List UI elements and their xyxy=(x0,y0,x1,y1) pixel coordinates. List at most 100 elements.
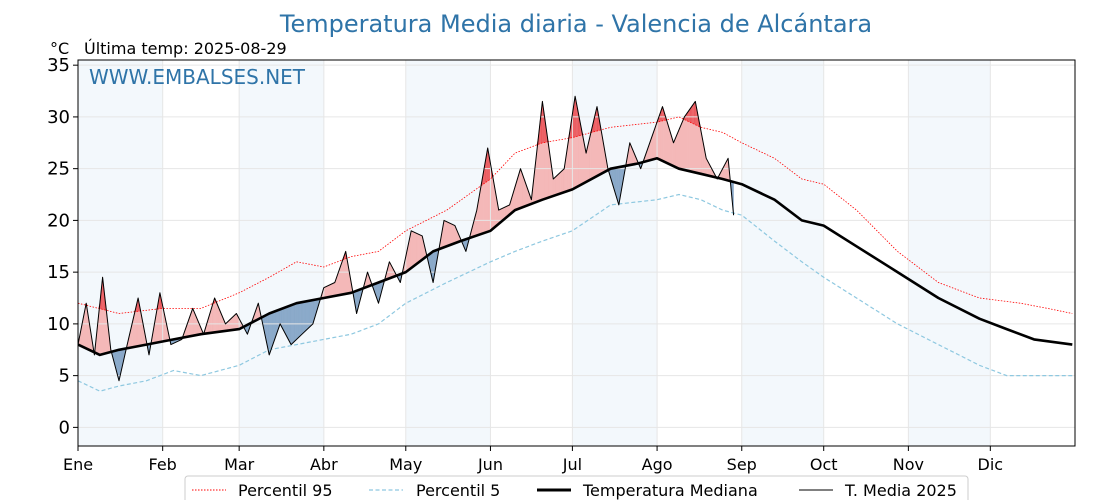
fill-below-median xyxy=(286,306,289,340)
fill-above-median xyxy=(412,231,415,268)
fill-above-median xyxy=(415,232,417,266)
y-axis: 0 5 10 15 20 25 30 35 xyxy=(47,55,78,438)
y-tick-label-25: 25 xyxy=(47,159,70,180)
fill-below-median xyxy=(282,307,285,332)
fill-below-median xyxy=(289,304,292,345)
y-tick-label-20: 20 xyxy=(47,210,70,231)
y-tick-label-30: 30 xyxy=(47,107,70,128)
fill-above-median xyxy=(411,230,413,269)
watermark: WWW.EMBALSES.NET xyxy=(89,65,306,89)
fill-above-median xyxy=(673,139,676,168)
fill-above-median xyxy=(417,233,420,264)
month-band-jul xyxy=(572,60,658,446)
y-tick-label-35: 35 xyxy=(47,55,70,76)
fill-above-median xyxy=(553,177,555,197)
fill-above-median xyxy=(554,175,557,196)
fill-above-median xyxy=(419,234,422,263)
fill-below-median xyxy=(311,299,314,326)
fill-above-median xyxy=(685,112,688,171)
fill-above-median xyxy=(680,123,682,170)
fill-above-p95 xyxy=(692,102,695,125)
legend-label-mediana: Temperatura Mediana xyxy=(582,481,758,500)
fill-above-median xyxy=(681,120,684,170)
fill-above-median xyxy=(557,173,559,195)
legend: Percentil 95 Percentil 5 Temperatura Med… xyxy=(184,475,969,500)
y-tick-label-15: 15 xyxy=(47,262,70,283)
legend-label-percentil-5: Percentil 5 xyxy=(416,481,500,500)
fill-below-median xyxy=(269,312,271,355)
fill-above-median xyxy=(447,222,450,247)
fill-below-median xyxy=(290,304,293,346)
fill-below-median xyxy=(293,303,296,343)
x-tick-label-ene: Ene xyxy=(63,455,93,474)
fill-above-median xyxy=(665,115,667,164)
legend-label-percentil-95: Percentil 95 xyxy=(238,481,333,500)
legend-item-percentil-95: Percentil 95 xyxy=(192,481,333,500)
legend-label-media-2025: T. Media 2025 xyxy=(844,481,957,500)
series-line-mediana xyxy=(77,157,1073,357)
fill-above-median xyxy=(342,255,345,295)
fill-above-median xyxy=(558,172,561,195)
x-tick-label-nov: Nov xyxy=(893,455,924,474)
fill-above-median xyxy=(416,233,419,265)
fill-below-median xyxy=(294,302,297,342)
fill-below-median xyxy=(284,307,286,335)
fill-above-median xyxy=(521,172,524,208)
fill-below-median xyxy=(301,301,304,335)
fill-above-median xyxy=(330,283,333,297)
fill-above-median xyxy=(684,114,686,171)
y-tick-label-0: 0 xyxy=(59,417,70,438)
last-temp-label: Última temp: 2025-08-29 xyxy=(84,39,287,58)
fill-above-p95 xyxy=(693,100,696,125)
fill-above-median xyxy=(215,301,218,333)
fill-above-median xyxy=(327,284,330,298)
fill-below-median xyxy=(305,300,308,331)
fill-above-median xyxy=(452,223,454,245)
fill-above-median xyxy=(520,168,523,209)
fill-above-median xyxy=(678,126,681,170)
x-axis: Ene Feb Mar Abr May Jun Jul Ago Sep Oct Nov Dic xyxy=(63,446,1003,474)
x-tick-label-sep: Sep xyxy=(727,455,757,474)
x-tick-label-jul: Jul xyxy=(562,455,582,474)
y-tick-label-5: 5 xyxy=(59,366,70,387)
fill-above-median xyxy=(518,168,521,209)
fill-above-median xyxy=(329,284,331,298)
fill-below-median xyxy=(307,300,310,330)
series-line-percentil-5 xyxy=(77,193,1073,392)
fill-above-median xyxy=(726,158,729,181)
legend-item-percentil-5: Percentil 5 xyxy=(369,481,500,500)
fill-above-median xyxy=(677,129,680,169)
x-tick-label-oct: Oct xyxy=(810,455,838,474)
fill-above-median xyxy=(555,174,558,196)
y-tick-label-10: 10 xyxy=(47,314,70,335)
series-line-percentil-95 xyxy=(77,116,1073,314)
legend-box xyxy=(184,475,969,500)
fill-below-median xyxy=(297,302,300,339)
fill-above-median xyxy=(217,304,219,333)
fill-above-median xyxy=(667,124,670,165)
x-tick-label-feb: Feb xyxy=(149,455,177,474)
fill-below-median xyxy=(300,301,303,336)
plot-frame xyxy=(77,59,1076,447)
fill-below-median xyxy=(299,302,301,338)
legend-item-media-2025: T. Media 2025 xyxy=(799,481,957,500)
x-tick-label-jun: Jun xyxy=(477,455,503,474)
fill-above-median xyxy=(233,314,236,331)
fill-above-median xyxy=(682,116,685,171)
fill-above-median xyxy=(420,234,423,262)
series-line-media-2025 xyxy=(77,95,735,382)
month-band-sep xyxy=(741,60,824,446)
month-band-mar xyxy=(239,60,324,446)
plot-area xyxy=(77,60,1075,446)
fill-above-median xyxy=(331,282,334,297)
chart-title: Temperatura Media diaria - Valencia de A… xyxy=(279,10,872,38)
month-band-nov xyxy=(908,60,991,446)
fill-above-median xyxy=(413,231,416,267)
fill-below-median xyxy=(270,312,273,352)
fill-above-median xyxy=(561,169,564,194)
fill-below-median xyxy=(304,301,307,333)
month-band-ene xyxy=(78,60,163,446)
fill-above-median xyxy=(341,259,344,295)
fill-above-median xyxy=(234,313,237,330)
